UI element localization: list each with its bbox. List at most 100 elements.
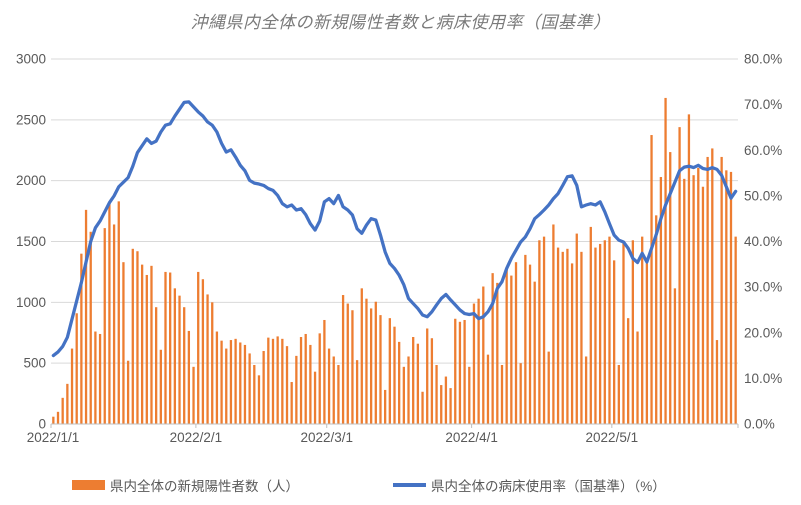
bar xyxy=(477,298,480,424)
bar xyxy=(234,338,237,424)
bar xyxy=(603,240,606,424)
bar xyxy=(440,385,443,424)
bar xyxy=(56,411,60,424)
bar xyxy=(66,383,69,424)
bar xyxy=(131,248,134,424)
bar xyxy=(313,371,317,424)
bar xyxy=(257,375,261,424)
bar xyxy=(112,224,116,424)
bar xyxy=(122,262,125,424)
bar xyxy=(150,265,153,424)
bar xyxy=(267,337,270,424)
bar xyxy=(173,288,176,424)
bar xyxy=(94,331,97,424)
bar xyxy=(533,281,536,424)
bar xyxy=(627,318,630,424)
bar xyxy=(580,251,583,424)
bar xyxy=(388,318,391,424)
y-right-tick-label: 0.0% xyxy=(744,417,775,432)
bar xyxy=(472,303,476,424)
bar xyxy=(136,251,139,424)
bar xyxy=(243,344,247,424)
bar xyxy=(655,215,658,424)
bar xyxy=(435,364,438,424)
y-right-tick-label: 50.0% xyxy=(744,188,782,203)
bar xyxy=(89,231,92,424)
y-right-tick-label: 30.0% xyxy=(744,280,782,295)
bar xyxy=(412,337,415,424)
legend-item-cases: 県内全体の新規陽性者数（人） xyxy=(72,474,299,496)
bar xyxy=(631,240,634,424)
bar xyxy=(519,363,522,424)
bar xyxy=(285,346,289,424)
bar xyxy=(355,360,359,425)
bar xyxy=(187,330,191,424)
bar xyxy=(225,348,228,424)
bar xyxy=(687,114,691,425)
bar xyxy=(729,171,733,424)
bar xyxy=(80,253,83,424)
bar xyxy=(323,319,326,424)
x-tick-label: 2022/3/1 xyxy=(300,430,353,445)
bar xyxy=(669,152,672,424)
legend-item-usage: 県内全体の病床使用率（国基準）（%） xyxy=(393,474,666,496)
bar xyxy=(524,254,527,424)
bar xyxy=(295,355,298,424)
bar xyxy=(61,397,64,424)
x-tick-label: 2022/1/1 xyxy=(27,430,80,445)
bar xyxy=(159,349,162,424)
bar xyxy=(706,156,709,424)
y-right-tick-label: 70.0% xyxy=(744,97,782,112)
bar xyxy=(636,331,639,424)
bar xyxy=(318,333,321,424)
bar xyxy=(720,156,723,424)
bar xyxy=(421,391,424,424)
y-right-tick-label: 10.0% xyxy=(744,371,782,386)
bar xyxy=(164,271,167,424)
bar xyxy=(486,354,490,424)
bar xyxy=(248,353,251,424)
bar xyxy=(155,307,158,424)
bar xyxy=(659,177,663,424)
bar xyxy=(692,175,695,424)
legend-label-usage: 県内全体の病床使用率（国基準）（%） xyxy=(431,479,666,494)
y-left-tick-label: 2500 xyxy=(16,112,46,127)
bar xyxy=(262,351,265,424)
bar xyxy=(393,326,396,424)
bar xyxy=(416,343,420,424)
bar xyxy=(192,366,195,424)
bar xyxy=(276,336,279,424)
bar xyxy=(538,240,541,424)
bar xyxy=(281,338,284,424)
bar xyxy=(183,307,186,424)
bar xyxy=(206,294,209,424)
bar xyxy=(547,351,550,424)
bar xyxy=(678,127,681,424)
bar xyxy=(673,288,677,424)
bar xyxy=(458,321,462,424)
bar xyxy=(683,178,686,424)
bar xyxy=(351,310,354,424)
bar xyxy=(584,356,588,424)
bar xyxy=(594,247,597,424)
bar xyxy=(145,274,148,424)
bar xyxy=(622,242,625,424)
bar xyxy=(239,342,242,424)
bar xyxy=(365,298,368,424)
y-left-tick-label: 500 xyxy=(23,356,46,371)
bar xyxy=(84,209,88,424)
bar xyxy=(201,279,205,424)
bar xyxy=(468,366,471,424)
x-tick-label: 2022/4/1 xyxy=(445,430,498,445)
bar xyxy=(496,282,499,424)
bar xyxy=(542,236,546,424)
legend-label-cases: 県内全体の新規陽性者数（人） xyxy=(110,479,299,494)
bar xyxy=(711,148,714,424)
bar xyxy=(570,263,574,424)
bar xyxy=(229,340,233,424)
bar xyxy=(140,264,144,424)
y-left-tick-label: 0 xyxy=(38,417,46,432)
bar xyxy=(566,248,569,424)
